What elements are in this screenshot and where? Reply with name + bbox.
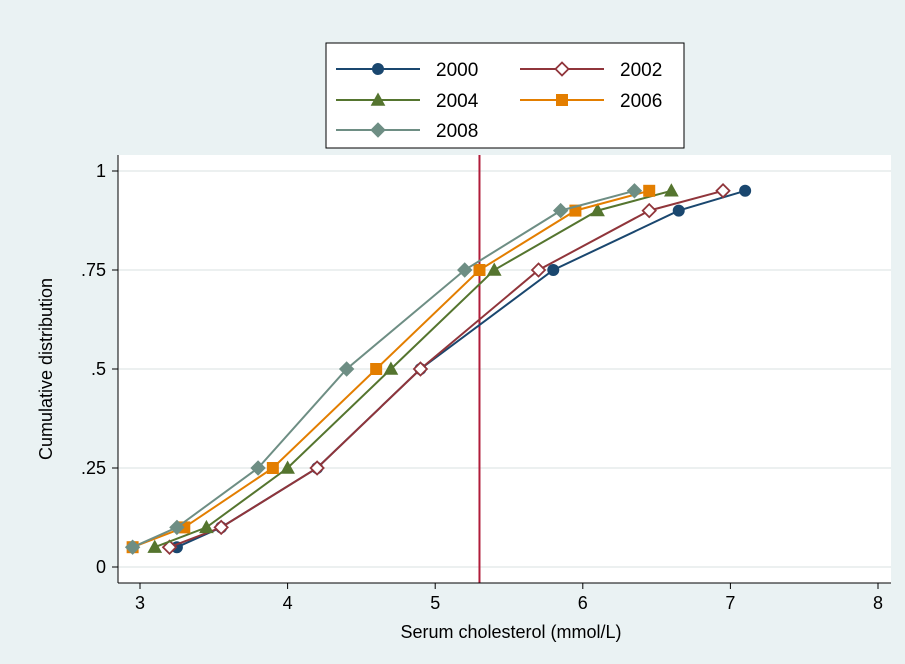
legend-label: 2008 xyxy=(436,121,478,142)
legend-item-2008: 2008 xyxy=(336,121,478,142)
grid-lines xyxy=(118,170,891,568)
legend-marker xyxy=(370,92,386,106)
data-point-2002 xyxy=(530,262,547,278)
x-axis-title: Serum cholesterol (mmol/L) xyxy=(400,622,621,642)
data-point-2008 xyxy=(124,539,141,555)
legend-marker xyxy=(370,122,386,138)
x-tick-label: 5 xyxy=(430,593,440,613)
y-tick-label: .5 xyxy=(91,359,106,379)
data-point-2004 xyxy=(280,460,295,474)
data-point-2008 xyxy=(626,183,643,199)
legend-marker xyxy=(372,63,384,75)
data-point-2008 xyxy=(552,202,569,219)
data-point-2000 xyxy=(547,264,560,276)
data-point-2008 xyxy=(250,460,266,476)
data-point-2002 xyxy=(213,519,229,536)
data-point-2004 xyxy=(664,183,679,197)
y-tick-label: 0 xyxy=(96,557,106,577)
data-point-2006 xyxy=(370,363,383,375)
data-point-2006 xyxy=(473,264,486,276)
y-tick-label: .25 xyxy=(81,458,106,478)
data-point-2002 xyxy=(309,460,325,476)
data-point-2008 xyxy=(457,262,473,278)
legend-label: 2000 xyxy=(436,60,478,81)
x-tick-label: 8 xyxy=(873,593,883,613)
data-point-2002 xyxy=(715,183,731,199)
x-tick-label: 7 xyxy=(725,593,735,613)
data-point-2000 xyxy=(739,184,752,197)
data-point-2008 xyxy=(338,361,355,377)
data-point-2002 xyxy=(412,361,429,377)
data-point-2006 xyxy=(266,462,279,474)
data-point-2004 xyxy=(383,361,399,375)
data-point-2006 xyxy=(643,184,656,197)
x-tick-label: 6 xyxy=(578,593,588,613)
data-point-2004 xyxy=(486,262,502,276)
data-point-2004 xyxy=(590,203,605,217)
x-tick-label: 3 xyxy=(135,593,145,613)
data-point-2008 xyxy=(169,519,185,536)
data-point-2002 xyxy=(641,202,657,219)
series-2008 xyxy=(124,183,643,555)
legend-item-2002: 2002 xyxy=(520,60,662,81)
data-point-2002 xyxy=(161,539,178,555)
series-2002 xyxy=(161,183,731,555)
series-2004 xyxy=(147,183,679,553)
y-tick-label: 1 xyxy=(96,161,106,181)
data-point-2004 xyxy=(199,519,214,534)
legend-label: 2006 xyxy=(620,91,662,112)
legend-marker xyxy=(554,61,570,77)
legend-marker xyxy=(556,94,568,106)
legend: 2000 2002 2004 2006 2008 xyxy=(325,42,685,149)
y-tick-label: .75 xyxy=(81,260,106,280)
legend-item-2000: 2000 xyxy=(336,60,478,81)
x-tick-label: 4 xyxy=(283,593,293,613)
y-axis-title: Cumulative distribution xyxy=(36,278,56,460)
legend-item-2006: 2006 xyxy=(520,91,662,112)
legend-label: 2004 xyxy=(436,91,479,112)
data-point-2006 xyxy=(569,204,582,217)
legend-item-2004: 2004 xyxy=(336,91,479,112)
data-point-2004 xyxy=(147,539,163,553)
series-layer xyxy=(124,183,752,555)
data-point-2000 xyxy=(672,204,685,217)
legend-label: 2002 xyxy=(620,60,662,81)
axes: 0 .25 .5 .75 1 3 4 5 6 7 8 xyxy=(81,155,891,613)
